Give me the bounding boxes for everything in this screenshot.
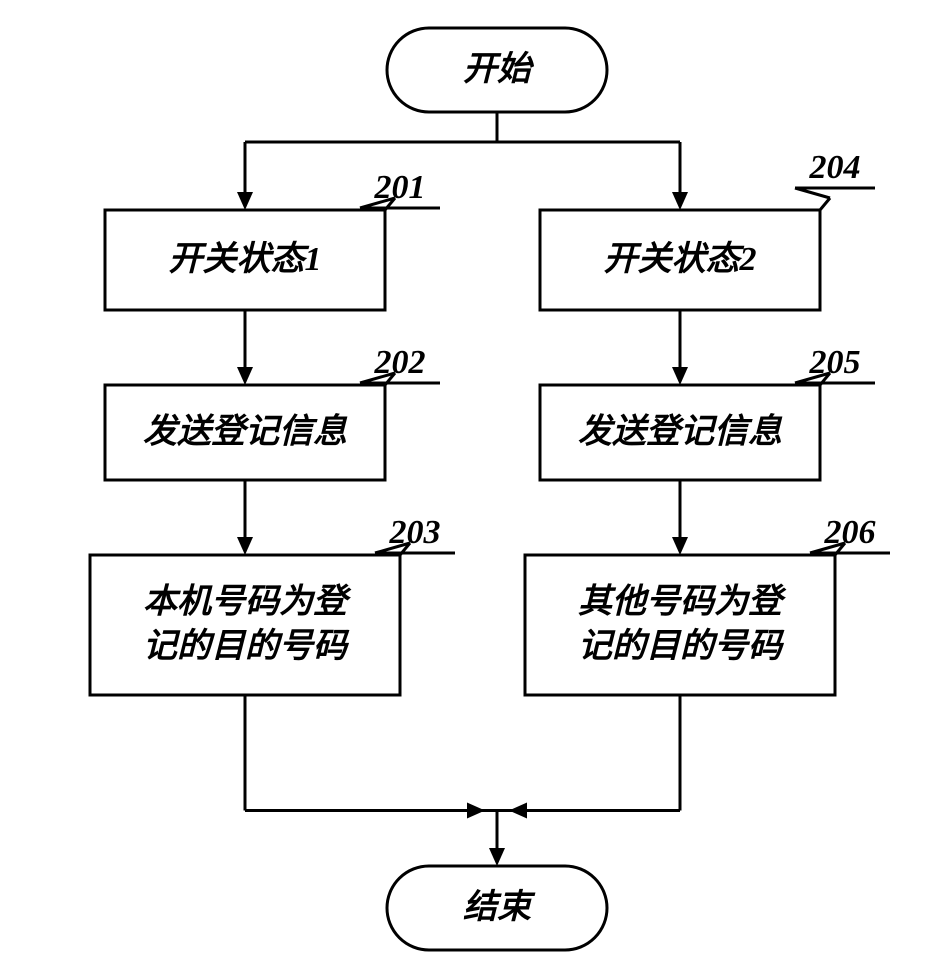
svg-text:结束: 结束 bbox=[463, 888, 536, 926]
svg-text:202: 202 bbox=[374, 344, 426, 381]
svg-text:发送登记信息: 发送登记信息 bbox=[143, 412, 348, 450]
svg-text:开始: 开始 bbox=[463, 50, 535, 88]
svg-text:其他号码为登: 其他号码为登 bbox=[578, 583, 787, 621]
box-206 bbox=[525, 555, 835, 695]
svg-text:开关状态2: 开关状态2 bbox=[604, 240, 757, 278]
svg-text:开关状态1: 开关状态1 bbox=[169, 240, 322, 278]
box-203 bbox=[90, 555, 400, 695]
svg-text:本机号码为登: 本机号码为登 bbox=[143, 583, 352, 621]
svg-text:201: 201 bbox=[374, 169, 426, 206]
svg-text:203: 203 bbox=[389, 514, 441, 551]
svg-text:记的目的号码: 记的目的号码 bbox=[578, 627, 785, 665]
svg-text:发送登记信息: 发送登记信息 bbox=[578, 412, 783, 450]
svg-text:记的目的号码: 记的目的号码 bbox=[143, 627, 350, 665]
svg-text:205: 205 bbox=[809, 344, 861, 381]
svg-text:206: 206 bbox=[824, 514, 876, 551]
svg-text:204: 204 bbox=[809, 149, 861, 186]
